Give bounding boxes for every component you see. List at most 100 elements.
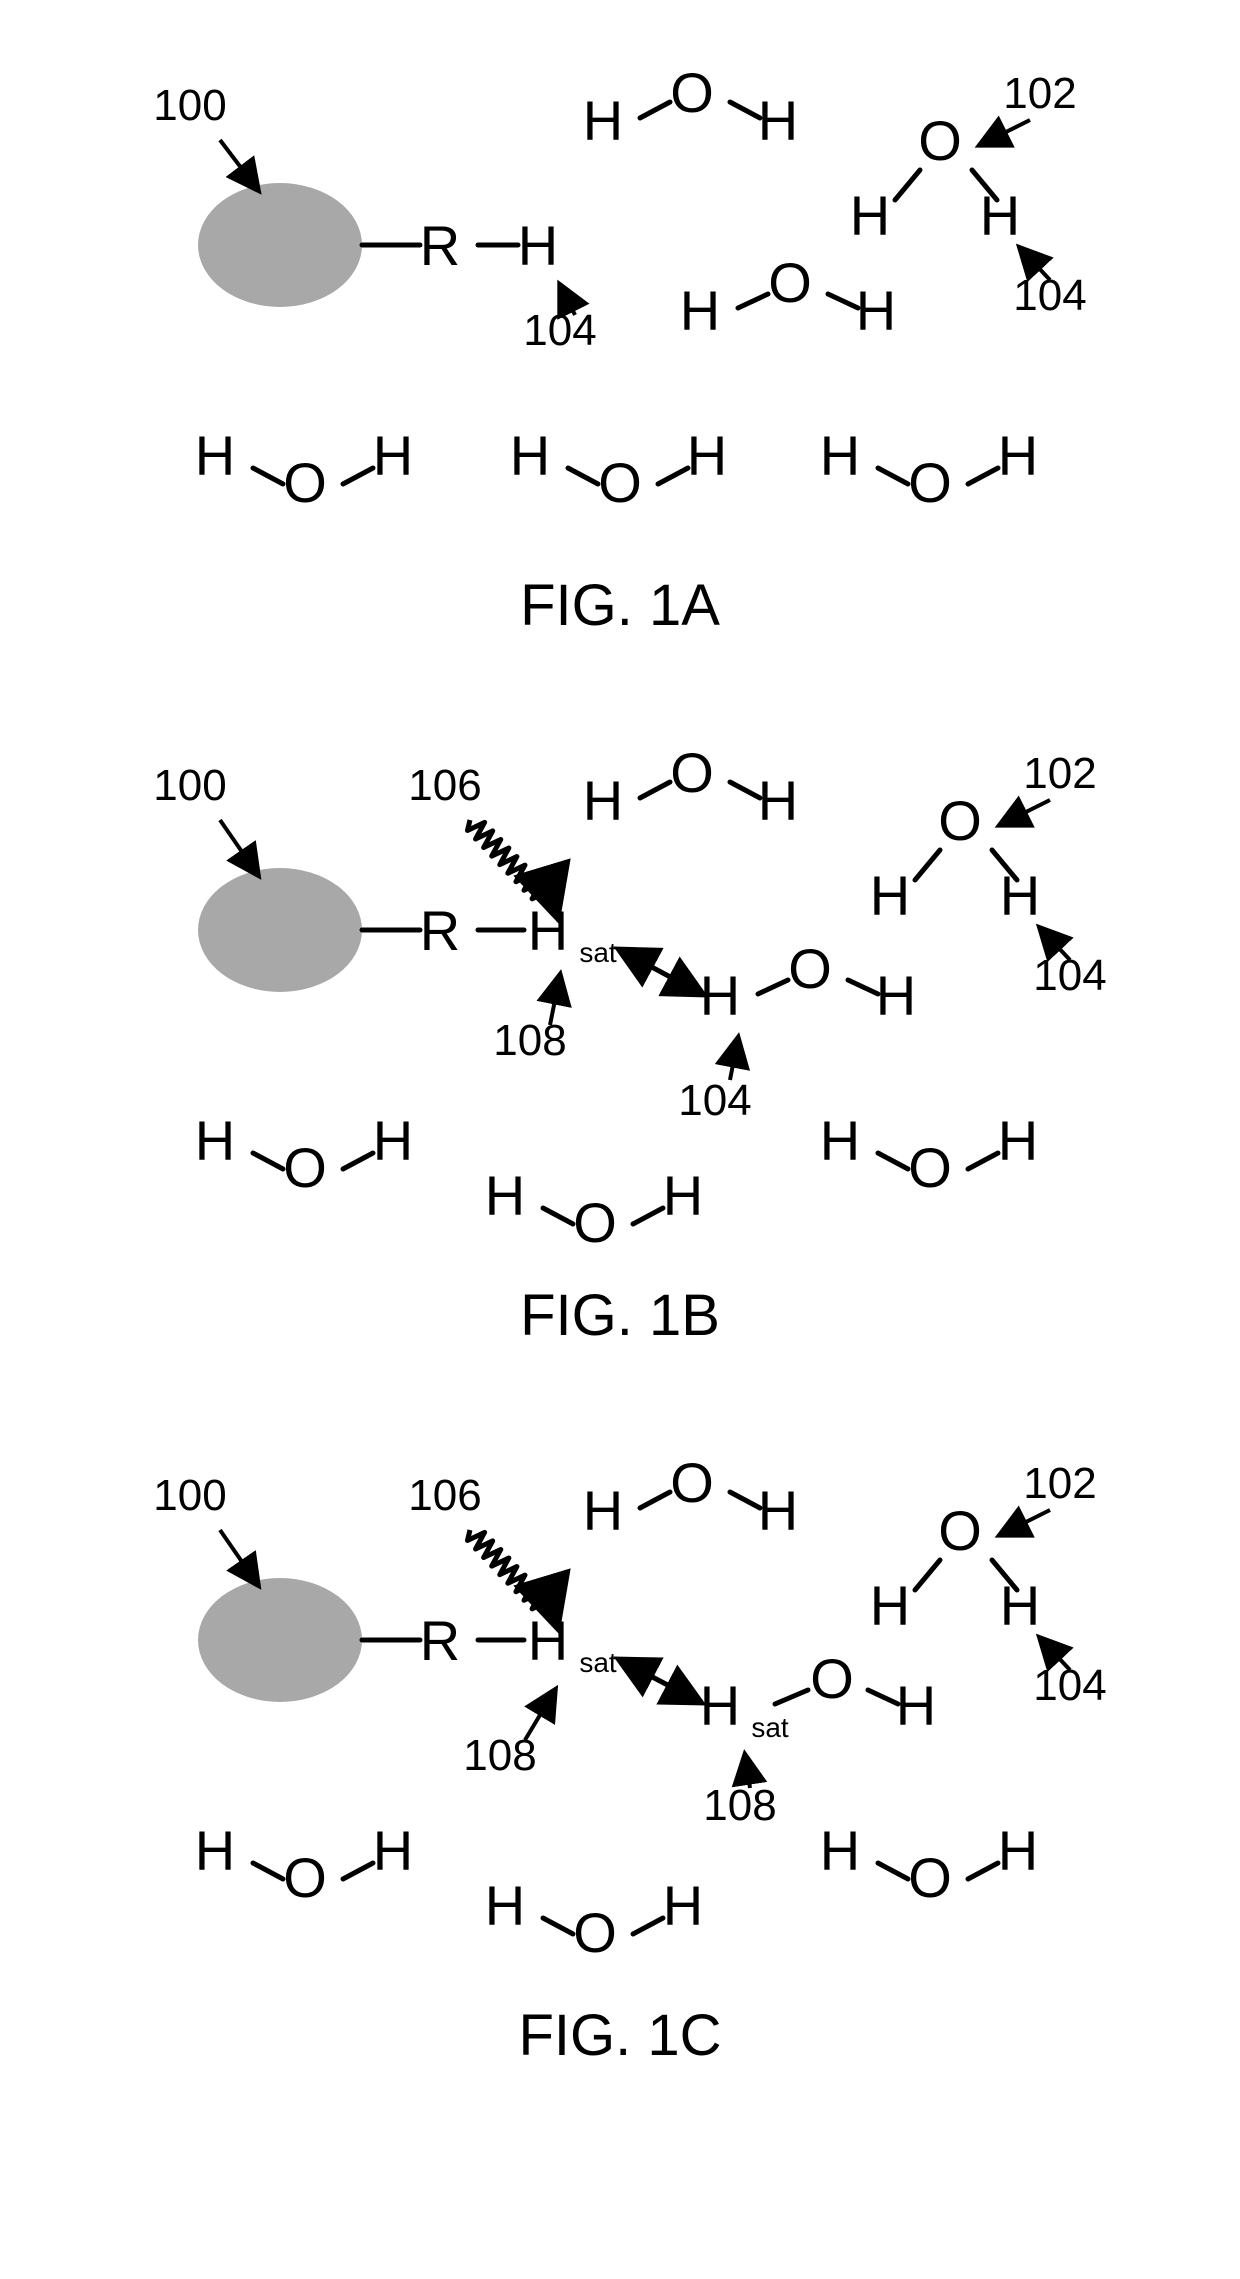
rf-wave-arrow (467, 1530, 555, 1620)
bond-line (878, 1153, 908, 1169)
atom-label: H (820, 1819, 860, 1882)
macromolecule-ellipse (198, 183, 362, 307)
reference-number: 102 (1023, 749, 1096, 798)
bond-line (878, 1863, 908, 1879)
atom-label: H (758, 769, 798, 832)
reference-number: 102 (1003, 69, 1076, 118)
bond-line (915, 1560, 940, 1590)
subscript-label: sat (579, 1647, 617, 1678)
atom-label: H (998, 1109, 1038, 1172)
bond-line (758, 980, 788, 994)
atom-label: H (583, 89, 623, 152)
bond-line (730, 782, 760, 798)
atom-label: H (485, 1874, 525, 1937)
bond-line (633, 1918, 663, 1934)
atom-label: H (980, 184, 1020, 247)
macromolecule-ellipse (198, 1578, 362, 1702)
atom-label: H (896, 1674, 936, 1737)
bond-line (343, 1863, 373, 1879)
atom-label: O (670, 1451, 714, 1514)
atom-label: H (195, 424, 235, 487)
atom-label: H (373, 1819, 413, 1882)
atom-label: H (876, 964, 916, 1027)
atom-label: H (820, 1109, 860, 1172)
bond-line (640, 1492, 670, 1508)
figure-caption: FIG. 1C (518, 2003, 721, 2068)
bond-line (878, 468, 908, 484)
bond-line (895, 170, 920, 200)
bond-line (730, 102, 760, 118)
bond-line (828, 294, 858, 308)
subscript-label: sat (579, 937, 617, 968)
figure-caption: FIG. 1B (520, 1283, 720, 1348)
reference-number: 106 (408, 761, 481, 810)
bond-line (568, 468, 598, 484)
atom-label: H (663, 1874, 703, 1937)
atom-label: H (583, 1479, 623, 1542)
atom-label: R (420, 1609, 460, 1672)
atom-label: H (528, 1609, 568, 1672)
atom-label: O (938, 789, 982, 852)
reference-number: 104 (523, 306, 596, 355)
bond-line (253, 1863, 283, 1879)
atom-label: O (908, 1846, 952, 1909)
atom-label: O (810, 1647, 854, 1710)
atom-label: H (998, 424, 1038, 487)
atom-label: H (870, 864, 910, 927)
atom-label: H (850, 184, 890, 247)
atom-label: O (283, 451, 327, 514)
bond-line (730, 1492, 760, 1508)
atom-label: O (938, 1499, 982, 1562)
atom-label: H (856, 279, 896, 342)
bond-line (253, 1153, 283, 1169)
atom-label: R (420, 214, 460, 277)
reference-number: 108 (493, 1016, 566, 1065)
reference-arrow (1000, 800, 1050, 825)
macromolecule-ellipse (198, 868, 362, 992)
atom-label: O (918, 109, 962, 172)
reference-number: 106 (408, 1471, 481, 1520)
bond-line (968, 468, 998, 484)
bond-line (658, 468, 688, 484)
diagram-svg: RHHOHOHHHOHHOHHOHHOH100104102104FIG. 1AR… (0, 0, 1240, 2279)
bond-line (640, 782, 670, 798)
bond-line (868, 1690, 898, 1704)
atom-label: H (518, 214, 558, 277)
reference-number: 102 (1023, 1459, 1096, 1508)
atom-label: O (573, 1191, 617, 1254)
reference-number: 100 (153, 761, 226, 810)
bond-line (543, 1208, 573, 1224)
atom-label: O (598, 451, 642, 514)
atom-label: H (195, 1109, 235, 1172)
reference-number: 108 (703, 1781, 776, 1830)
bond-line (633, 1208, 663, 1224)
atom-label: H (758, 89, 798, 152)
rf-wave-arrow (467, 820, 555, 910)
atom-label: H (510, 424, 550, 487)
atom-label: O (908, 1136, 952, 1199)
atom-label: R (420, 899, 460, 962)
atom-label: H (528, 899, 568, 962)
reference-number: 100 (153, 1471, 226, 1520)
atom-label: H (820, 424, 860, 487)
figure-caption: FIG. 1A (520, 573, 720, 638)
reference-arrow (220, 820, 258, 875)
atom-label: H (687, 424, 727, 487)
reference-arrow (980, 120, 1030, 145)
bond-line (915, 850, 940, 880)
atom-label: O (283, 1136, 327, 1199)
reference-number: 104 (678, 1076, 751, 1125)
bond-line (343, 1153, 373, 1169)
atom-label: H (663, 1164, 703, 1227)
atom-label: H (700, 964, 740, 1027)
atom-label: H (1000, 864, 1040, 927)
reference-arrow (220, 1530, 258, 1585)
atom-label: H (373, 1109, 413, 1172)
bond-line (848, 980, 878, 994)
atom-label: H (373, 424, 413, 487)
atom-label: H (1000, 1574, 1040, 1637)
atom-label: H (998, 1819, 1038, 1882)
atom-label: O (670, 61, 714, 124)
atom-label: O (573, 1901, 617, 1964)
exchange-arrow (620, 1660, 700, 1702)
